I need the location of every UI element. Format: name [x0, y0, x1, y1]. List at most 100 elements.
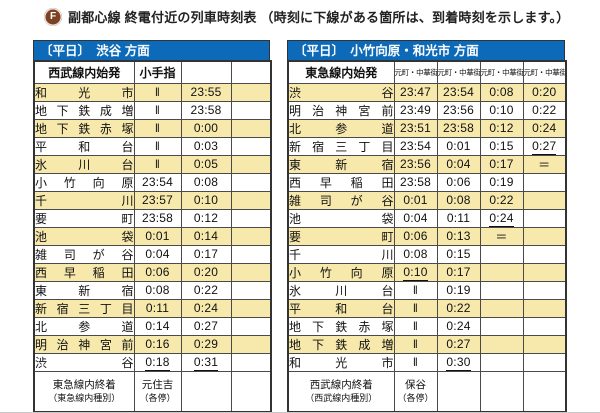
station-cell: 雑司が谷: [287, 190, 395, 210]
time-cell: [230, 244, 272, 264]
station-cell: 北参道: [33, 316, 135, 336]
time-cell: 0:27: [436, 334, 481, 354]
timetable: 西武線内始発 小手指 和光市 ‖ 23:55 地下鉄成増 ‖ 23:58 地下鉄赤塚 ‖ 0:00 平…: [33, 60, 272, 412]
time-cell: 0:31: [180, 352, 232, 372]
time-cell: 0:01: [133, 226, 182, 246]
time-cell: 0:05: [180, 154, 232, 174]
time-cell: 23:54: [393, 136, 438, 156]
time-cell: [522, 316, 567, 336]
time-cell: 23:54: [436, 82, 481, 102]
time-cell: 0:11: [436, 208, 481, 228]
station-cell: 和光市: [287, 352, 395, 372]
timetable: 東急線内始発 元町・中華街 元町・中華街 元町・中華街 元町・中華街 渋谷 23:47 23:…: [287, 60, 567, 412]
timetable-row: 和光市 ‖ 23:55: [33, 82, 272, 102]
train-origin-header-cell: [180, 60, 232, 84]
timetable-row: 明治神宮前 0:16 0:29: [33, 334, 272, 354]
station-cell: 千川: [33, 190, 135, 210]
time-cell: 0:10: [393, 262, 438, 282]
train-origin-header-cell: 元町・中華街: [479, 60, 524, 84]
time-cell: 0:19: [436, 280, 481, 300]
timetable-row: 渋谷 23:47 23:54 0:08 0:20: [287, 82, 567, 102]
time-cell: 0:11: [133, 298, 182, 318]
timetable-row: 地下鉄成増 ‖ 0:27: [287, 334, 567, 354]
time-cell: 0:15: [479, 136, 524, 156]
station-cell: 地下鉄赤塚: [33, 118, 135, 138]
page-title: 副都心線 終電付近の列車時刻表 （時刻に下線がある箇所は、到着時刻を示します。）: [68, 10, 570, 25]
time-cell: [230, 172, 272, 192]
time-cell: 0:08: [393, 244, 438, 264]
timetable-row: 平和台 ‖ 0:03: [33, 136, 272, 156]
station-cell: 要町: [287, 226, 395, 246]
time-cell: ‖: [133, 136, 182, 156]
station-cell: 和光市: [33, 82, 135, 102]
timetable-row: 小竹向原 23:54 0:08: [33, 172, 272, 192]
time-cell: [479, 334, 524, 354]
time-cell: 0:22: [479, 190, 524, 210]
time-cell: ＝: [522, 154, 567, 174]
time-cell: 0:06: [393, 226, 438, 246]
origin-header-cell: 西武線内始発: [33, 60, 135, 84]
time-cell: [479, 262, 524, 282]
train-origin-header-cell: 元町・中華街: [522, 60, 567, 84]
time-cell: ‖: [133, 154, 182, 174]
timetable-row: 平和台 ‖ 0:22: [287, 298, 567, 318]
station-cell: 平和台: [287, 298, 395, 318]
title-row: F 副都心線 終電付近の列車時刻表 （時刻に下線がある箇所は、到着時刻を示します…: [44, 7, 569, 26]
time-cell: 0:04: [436, 154, 481, 174]
station-cell: 地下鉄成増: [287, 334, 395, 354]
timetable-row: 和光市 ‖ 0:30: [287, 352, 567, 372]
time-cell: 23:58: [133, 208, 182, 228]
terminus-value-cell: [479, 370, 524, 412]
time-cell: ‖: [133, 100, 182, 120]
time-cell: 0:27: [180, 316, 232, 336]
terminus-label-cell: 西武線内終着 （西武線内種別）: [287, 370, 395, 412]
time-cell: 23:56: [393, 154, 438, 174]
time-cell: 0:01: [436, 136, 481, 156]
timetable-row: 地下鉄赤塚 ‖ 0:24: [287, 316, 567, 336]
terminus-row: 西武線内終着 （西武線内種別） 保谷 （各停）: [287, 370, 567, 412]
origin-header-cell: 東急線内始発: [287, 60, 395, 84]
terminus-value-cell: [436, 370, 481, 412]
terminus-value-cell: 元住吉 （各停）: [133, 370, 182, 412]
time-cell: 0:22: [180, 280, 232, 300]
station-cell: 地下鉄赤塚: [287, 316, 395, 336]
station-cell: 池袋: [33, 226, 135, 246]
terminus-value-cell: [522, 370, 567, 412]
time-cell: ＝: [479, 226, 524, 246]
terminus-value-cell: [180, 370, 232, 412]
time-cell: 23:55: [180, 82, 232, 102]
time-cell: ‖: [393, 334, 438, 354]
time-cell: [230, 316, 272, 336]
timetable-row: 北参道 0:14 0:27: [33, 316, 272, 336]
time-cell: [230, 136, 272, 156]
station-cell: 東新宿: [287, 154, 395, 174]
header-row: 西武線内始発 小手指: [33, 60, 272, 84]
train-origin-header-cell: 小手指: [133, 60, 182, 84]
station-cell: 池袋: [287, 208, 395, 228]
time-cell: 0:14: [180, 226, 232, 246]
timetable-row: 小竹向原 0:10 0:17: [287, 262, 567, 282]
time-cell: 0:03: [180, 136, 232, 156]
station-cell: 新宿三丁目: [33, 298, 135, 318]
time-cell: [230, 190, 272, 210]
timetable-row: 新宿三丁目 0:11 0:24: [33, 298, 272, 318]
time-cell: [230, 100, 272, 120]
timetable-row: 要町 0:06 0:13 ＝: [287, 226, 567, 246]
time-cell: 23:47: [393, 82, 438, 102]
time-cell: [522, 334, 567, 354]
time-cell: ‖: [393, 298, 438, 318]
time-cell: 0:24: [436, 316, 481, 336]
time-cell: 0:17: [180, 244, 232, 264]
timetable-row: 西早稲田 0:06 0:20: [33, 262, 272, 282]
station-cell: 小竹向原: [33, 172, 135, 192]
time-cell: 0:15: [436, 244, 481, 264]
station-cell: 平和台: [33, 136, 135, 156]
timetable-row: 新宿三丁目 23:54 0:01 0:15 0:27: [287, 136, 567, 156]
time-cell: 0:04: [133, 244, 182, 264]
time-cell: 0:04: [393, 208, 438, 228]
timetable-row: 池袋 0:01 0:14: [33, 226, 272, 246]
time-cell: 0:01: [393, 190, 438, 210]
time-cell: 0:24: [479, 208, 524, 228]
timetable-row: 東新宿 23:56 0:04 0:17 ＝: [287, 154, 567, 174]
time-cell: 0:22: [436, 298, 481, 318]
